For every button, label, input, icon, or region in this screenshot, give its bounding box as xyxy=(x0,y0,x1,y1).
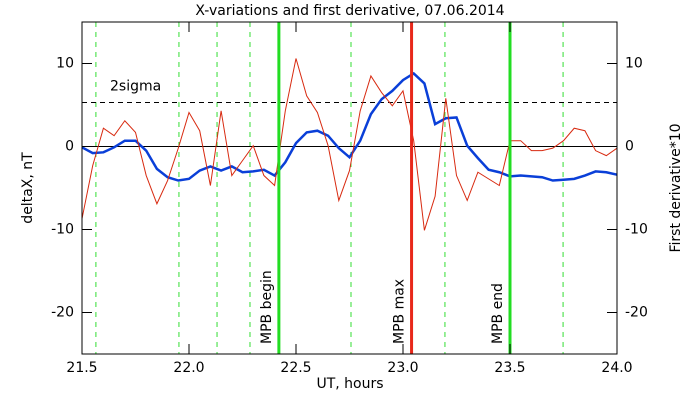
marker-label: MPB max xyxy=(392,279,408,344)
threshold-label: 2sigma xyxy=(110,79,161,95)
x-axis-label: UT, hours xyxy=(316,376,383,392)
y-tick-label: 0 xyxy=(65,139,74,155)
plot-frame xyxy=(81,21,618,355)
y-tick-label: 10 xyxy=(56,56,74,72)
x-tick-label: 21.5 xyxy=(66,360,97,376)
x-tick-label: 22.0 xyxy=(173,360,204,376)
y2-tick-label: -10 xyxy=(625,222,648,238)
marker-label: MPB begin xyxy=(259,270,275,344)
x-tick-label: 24.0 xyxy=(601,360,632,376)
chart-title: X-variations and first derivative, 07.06… xyxy=(195,3,504,19)
marker-label: MPB end xyxy=(490,283,506,344)
x-tick-label: 23.0 xyxy=(387,360,418,376)
y2-tick-label: 10 xyxy=(625,56,643,72)
y-tick-label: -20 xyxy=(51,305,74,321)
y2-tick-label: -20 xyxy=(625,305,648,321)
y2-tick-label: 0 xyxy=(625,139,634,155)
y-tick-label: -10 xyxy=(51,222,74,238)
x-tick-label: 23.5 xyxy=(494,360,525,376)
y-axis-label: deltaX, nT xyxy=(20,152,36,224)
x-tick-label: 22.5 xyxy=(280,360,311,376)
data-line xyxy=(81,58,618,231)
data-line xyxy=(81,71,618,182)
y2-axis-label: First derivative*10 xyxy=(668,123,684,252)
